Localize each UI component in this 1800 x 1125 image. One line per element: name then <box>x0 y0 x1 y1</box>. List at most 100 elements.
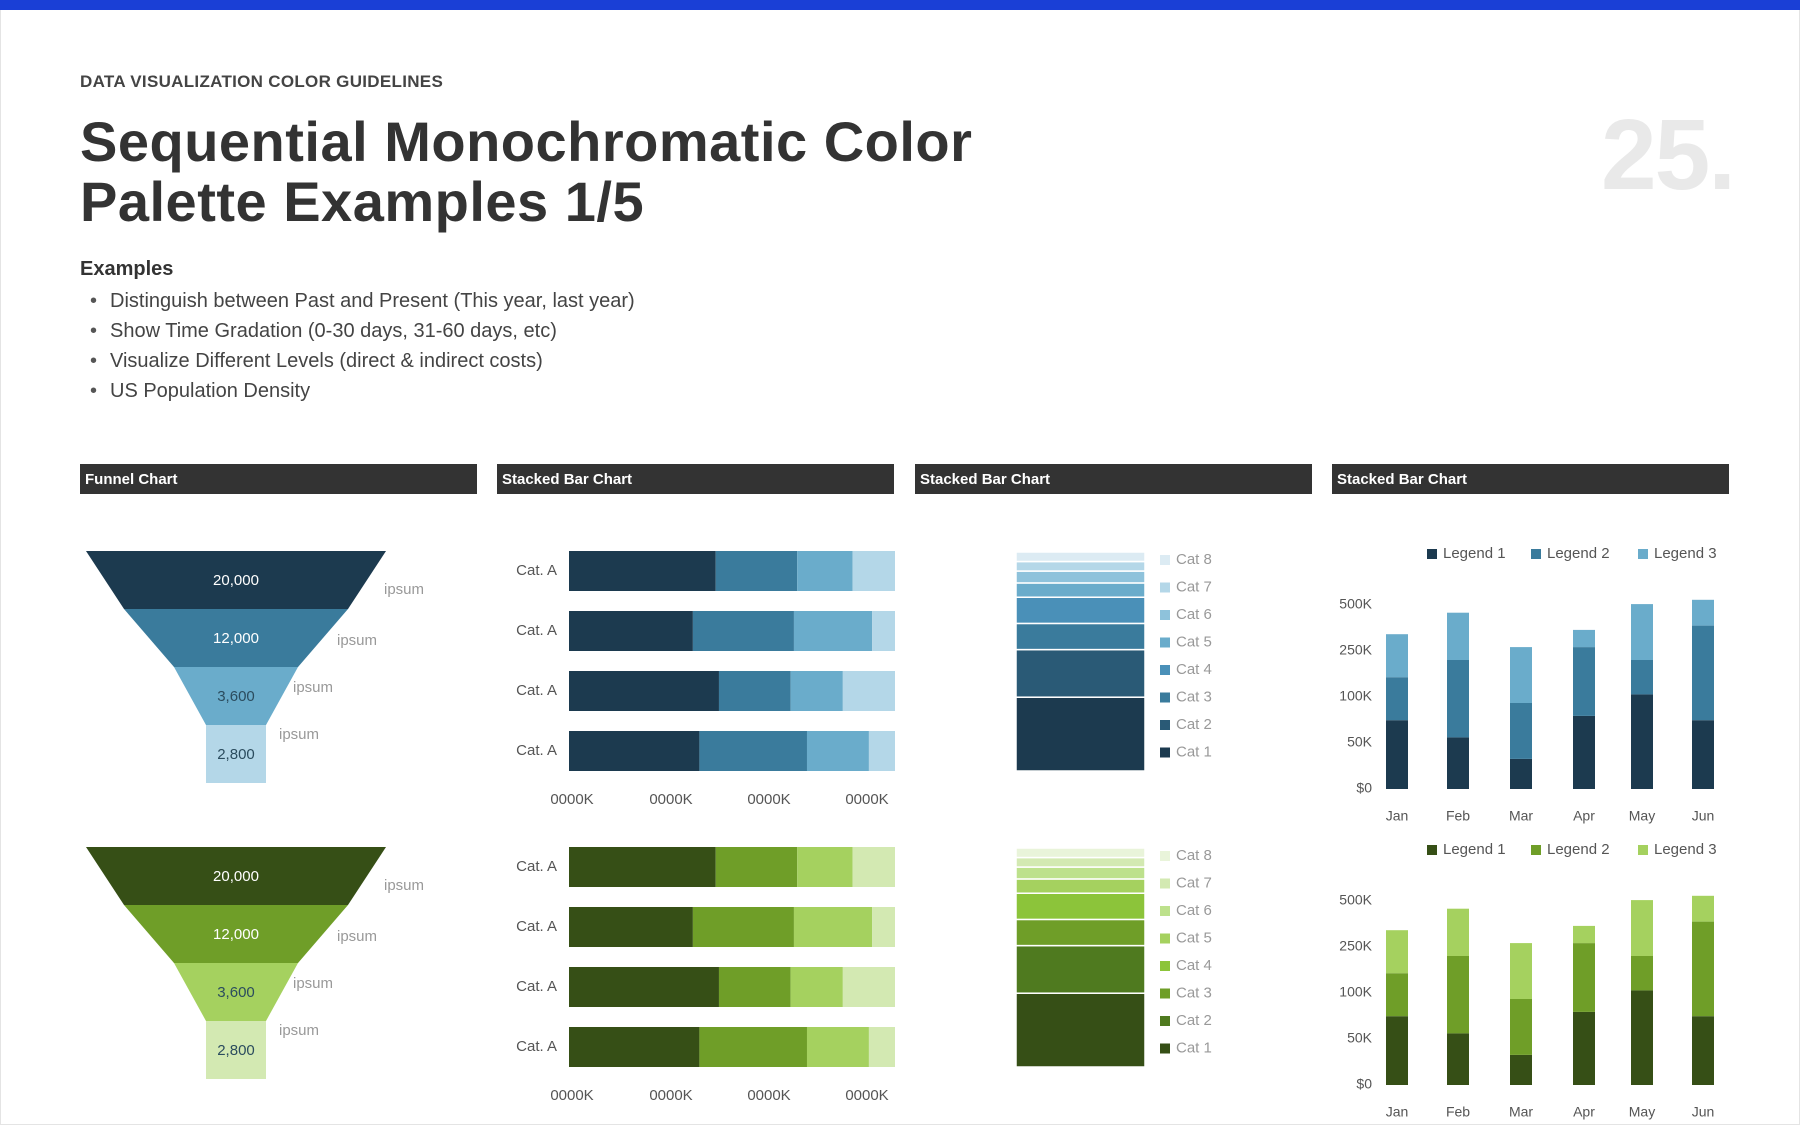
bar-segment <box>793 907 873 947</box>
funnel-chart-blue: 20,000 ipsum 12,000 ipsum 3,600 ipsum 2,800 ips… <box>86 551 424 783</box>
legend-label: Legend 1 <box>1443 545 1506 562</box>
funnel-stage-label: ipsum <box>279 726 319 743</box>
bar-segment <box>1447 660 1469 738</box>
funnel-stage-label: ipsum <box>337 928 377 945</box>
bar-segment <box>842 671 895 711</box>
funnel-value-label: 2,800 <box>217 746 255 763</box>
bar-segment <box>1447 956 1469 1034</box>
bar-segment <box>1510 1054 1532 1085</box>
stack-segment <box>1015 696 1146 772</box>
legend-label: Cat 5 <box>1176 929 1212 946</box>
bar-segment <box>1386 1016 1408 1085</box>
bar-segment <box>1386 930 1408 974</box>
x-tick-label: Feb <box>1446 1104 1470 1120</box>
legend-label: Cat 4 <box>1176 661 1212 678</box>
bullet: • <box>90 290 98 312</box>
bar-segment <box>1631 694 1653 789</box>
x-tick-label: 0000K <box>649 1087 692 1104</box>
y-tick-label: $0 <box>1356 780 1372 796</box>
bar-segment <box>868 731 895 771</box>
bar-segment <box>1510 703 1532 759</box>
example-text: Distinguish between Past and Present (Th… <box>110 290 635 312</box>
legend-label: Cat 1 <box>1176 1039 1212 1056</box>
legend-swatch <box>1160 878 1170 889</box>
legend-label: Cat 7 <box>1176 874 1212 891</box>
category-label: Cat. A <box>516 918 557 935</box>
funnel-stage <box>124 609 348 667</box>
funnel-stage-label: ipsum <box>337 632 377 649</box>
bar-segment <box>1510 758 1532 789</box>
y-tick-label: 250K <box>1339 938 1372 954</box>
funnel-stage <box>86 847 386 905</box>
x-tick-label: Jan <box>1386 1104 1409 1120</box>
legend-label: Legend 3 <box>1654 841 1717 858</box>
stack-segment <box>1015 551 1146 563</box>
bar-segment <box>852 847 895 887</box>
funnel-value-label: 3,600 <box>217 688 255 705</box>
bullet: • <box>90 320 98 342</box>
legend-swatch <box>1160 555 1170 565</box>
funnel-stage <box>86 551 386 609</box>
example-text: US Population Density <box>110 380 311 402</box>
legend-label: Cat 8 <box>1176 551 1212 568</box>
bar-segment <box>1692 921 1714 1017</box>
list-item: • Distinguish between Past and Present (T… <box>90 286 635 316</box>
funnel-value-label: 3,600 <box>217 984 255 1001</box>
legend-swatch <box>1160 665 1170 675</box>
y-tick-label: 500K <box>1339 596 1372 612</box>
legend-swatch <box>1160 720 1170 730</box>
list-item: • Show Time Gradation (0-30 days, 31-60 d… <box>90 316 635 346</box>
legend-swatch <box>1160 988 1170 999</box>
legend-swatch <box>1160 747 1170 758</box>
bar-segment <box>1447 908 1469 956</box>
funnel-stage <box>124 905 348 963</box>
stack-segment <box>1015 866 1146 880</box>
page-number: 25. <box>1600 99 1736 211</box>
y-tick-label: 100K <box>1339 688 1372 704</box>
legend-swatch <box>1160 961 1170 971</box>
bar-segment <box>569 847 716 887</box>
legend-swatch <box>1160 851 1170 861</box>
bar-segment <box>797 847 853 887</box>
eyebrow-label: DATA VISUALIZATION COLOR GUIDELINES <box>80 72 444 91</box>
panel-header-monthly-stacked: Stacked Bar Chart <box>1332 464 1729 494</box>
stack-segment <box>1015 596 1146 625</box>
funnel-value-label: 12,000 <box>213 630 259 647</box>
legend-label: Cat 3 <box>1176 984 1212 1001</box>
x-tick-label: Apr <box>1573 808 1595 824</box>
legend-swatch <box>1427 845 1437 855</box>
legend-swatch <box>1160 906 1170 916</box>
bar-segment <box>1692 720 1714 789</box>
bar-segment <box>715 847 798 887</box>
x-tick-label: Feb <box>1446 808 1470 824</box>
x-tick-label: Jun <box>1692 1104 1715 1120</box>
legend-label: Legend 2 <box>1547 841 1610 858</box>
stack-segment <box>1015 648 1146 698</box>
legend-swatch <box>1638 549 1648 559</box>
example-text: Show Time Gradation (0-30 days, 31-60 da… <box>110 320 557 342</box>
bar-segment <box>699 1027 807 1067</box>
bar-segment <box>852 551 895 591</box>
y-tick-label: 50K <box>1347 1030 1373 1046</box>
legend-swatch <box>1160 933 1170 944</box>
x-tick-label: 0000K <box>550 791 593 808</box>
legend-label: Cat 7 <box>1176 578 1212 595</box>
bar-segment <box>790 967 843 1007</box>
legend-label: Cat 6 <box>1176 902 1212 919</box>
bar-segment <box>1510 943 1532 999</box>
bar-segment <box>718 967 791 1007</box>
list-item: • Visualize Different Levels (direct & in… <box>90 346 635 376</box>
bar-segment <box>1573 943 1595 1012</box>
x-tick-label: Apr <box>1573 1104 1595 1120</box>
top-accent-bar <box>0 0 1800 10</box>
page-title: Sequential Monochromatic Color Palette E… <box>80 112 1180 232</box>
stack-segment <box>1015 892 1146 921</box>
category-label: Cat. A <box>516 682 557 699</box>
bar-segment <box>806 731 869 771</box>
legend-swatch <box>1160 582 1170 593</box>
legend-label: Cat 1 <box>1176 743 1212 760</box>
funnel-stage <box>174 963 298 1021</box>
stack-segment <box>1015 570 1146 584</box>
bar-segment <box>872 611 895 651</box>
x-tick-label: 0000K <box>747 1087 790 1104</box>
